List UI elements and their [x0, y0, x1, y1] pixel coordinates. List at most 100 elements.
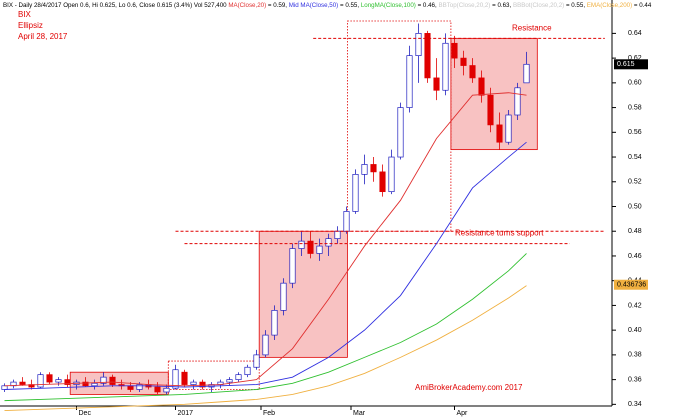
header-segment: EMA(Close,200)	[587, 2, 632, 9]
annotation-text: Resistance	[512, 23, 552, 32]
candle-body	[64, 379, 71, 385]
y-tick-label: 0.62	[628, 55, 642, 62]
x-tick-label: Dec	[79, 410, 92, 417]
candle-body	[37, 374, 44, 388]
ma-line	[4, 92, 527, 387]
candle-body	[496, 124, 503, 143]
header-segment: = 0.44	[634, 2, 652, 9]
candle-body	[433, 77, 440, 91]
candle-body	[163, 387, 170, 393]
price-label: 0.615	[617, 61, 635, 68]
y-tick-label: 0.50	[628, 203, 642, 210]
candle-body	[199, 381, 206, 388]
y-tick-label: 0.40	[628, 327, 642, 334]
annotation-text: Resistance turns support	[455, 229, 544, 238]
ma-line	[4, 253, 527, 402]
header-segment: MA(Close,20)	[228, 2, 266, 9]
candle-body	[253, 354, 260, 368]
candle-body	[82, 381, 89, 387]
candle-body	[154, 386, 161, 393]
header-segment: Mid MA(Close,50)	[289, 2, 339, 9]
candle-body	[280, 282, 287, 311]
candle-body	[55, 379, 62, 383]
y-tick-label: 0.54	[628, 154, 642, 161]
candle-body	[334, 230, 341, 239]
candle-body	[172, 369, 179, 389]
candle-body	[100, 376, 107, 384]
candle-body	[460, 57, 467, 66]
candle-body	[451, 42, 458, 59]
y-tick-label: 0.42	[628, 302, 642, 309]
candle-body	[352, 174, 359, 212]
header-segment: BBTop(Close,20,2)	[438, 2, 490, 9]
candle-body	[343, 211, 350, 232]
candle-body	[181, 371, 188, 385]
candle-body	[361, 164, 368, 175]
candle-body	[370, 164, 377, 173]
y-tick-label: 0.34	[628, 401, 642, 408]
candle-body	[325, 238, 332, 247]
header-segment: = 0.55,	[340, 2, 359, 9]
candle-body	[307, 240, 314, 254]
y-tick-label: 0.56	[628, 129, 642, 136]
ma-line	[4, 285, 527, 411]
symbol: BIX	[18, 10, 32, 19]
y-tick-label: 0.36	[628, 376, 642, 383]
ma-line	[4, 141, 527, 390]
candle-body	[190, 381, 197, 385]
header-segment: BIX - Daily 28/4/2017 Open 0.6, Hi 0.625…	[3, 2, 227, 9]
header-segment: LongMA(Close,100)	[361, 2, 416, 9]
watermark: AmiBrokerAcademy.com 2017	[415, 383, 523, 392]
y-tick-label: 0.64	[628, 30, 642, 37]
candle-body	[469, 65, 476, 79]
candle-body	[487, 94, 494, 126]
candle-body	[406, 55, 413, 108]
x-tick-label: Mar	[353, 410, 366, 417]
candle-body	[262, 334, 269, 356]
zone	[346, 20, 452, 232]
zone	[167, 360, 260, 390]
candle-body	[289, 248, 296, 284]
candle-body	[397, 107, 404, 158]
candle-body	[415, 33, 422, 56]
candle-body	[379, 171, 386, 193]
candle-body	[91, 382, 98, 387]
candle-body	[298, 240, 305, 249]
candle-body	[46, 374, 53, 383]
candle-body	[478, 77, 485, 96]
candle-body	[505, 114, 512, 143]
y-tick-label: 0.38	[628, 352, 642, 359]
date: April 28, 2017	[18, 32, 68, 41]
candle-body	[244, 366, 251, 376]
candle-body	[523, 63, 530, 84]
x-tick-label: 2017	[178, 410, 194, 417]
header-segment: = 0.63,	[492, 2, 511, 9]
y-tick-label: 0.46	[628, 253, 642, 260]
candle-body	[514, 87, 521, 116]
header: BIX - Daily 28/4/2017 Open 0.6, Hi 0.625…	[3, 2, 652, 9]
price-label-box	[614, 279, 648, 290]
candle-body	[316, 245, 323, 254]
candle-body	[1, 385, 8, 390]
y-tick-label: 0.48	[628, 228, 642, 235]
zone	[258, 230, 348, 358]
candle-body	[109, 376, 116, 385]
candle-body	[388, 156, 395, 193]
candle-body	[127, 385, 134, 390]
price-label: 0.436736	[617, 282, 646, 289]
header-segment: = 0.59,	[268, 2, 287, 9]
x-tick-label: Apr	[457, 410, 469, 417]
y-tick-label: 0.58	[628, 104, 642, 111]
candle-body	[136, 384, 143, 390]
header-segment: BBBot(Close,20,2)	[513, 2, 564, 9]
candle-body	[19, 381, 26, 385]
header-segment: = 0.55,	[566, 2, 585, 9]
x-tick-label: Feb	[263, 410, 275, 417]
candle-body	[271, 310, 278, 336]
candle-body	[235, 374, 242, 380]
y-tick-label: 0.52	[628, 179, 642, 186]
candle-body	[424, 33, 431, 79]
price-label-box	[614, 59, 648, 70]
